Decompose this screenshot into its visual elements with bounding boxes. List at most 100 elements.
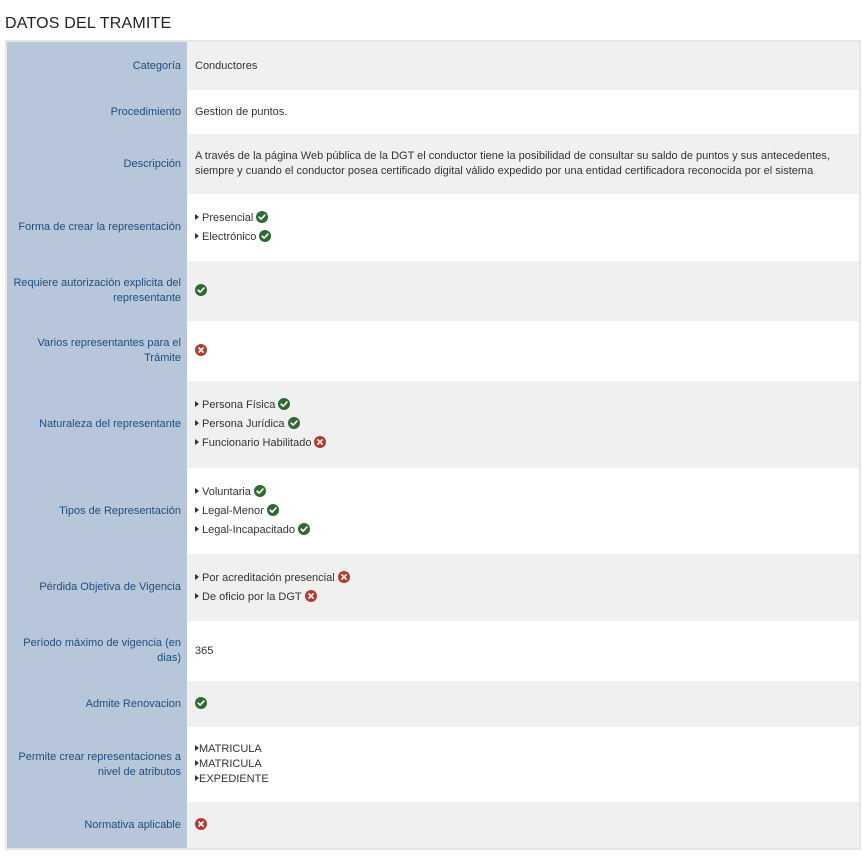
row-label: Requiere autorización explicita del repr…: [7, 261, 187, 321]
row-varios: Varios representantes para el Trámite: [7, 321, 859, 381]
row-categoria: Categoría Conductores: [7, 42, 859, 90]
row-value: A través de la página Web pública de la …: [187, 134, 859, 194]
row-value: Persona Física Persona Jurídica Funciona…: [187, 381, 859, 468]
row-label: Pérdida Objetiva de Vigencia: [7, 554, 187, 621]
row-value: [187, 802, 859, 848]
list-item: Legal-Incapacitado: [195, 521, 851, 540]
option-list: Por acreditación presencial De oficio po…: [195, 569, 851, 607]
row-label: Descripción: [7, 134, 187, 194]
row-renovacion: Admite Renovacion: [7, 681, 859, 727]
row-value: [187, 261, 859, 321]
row-tipos: Tipos de Representación Voluntaria Legal…: [7, 468, 859, 554]
option-label: Voluntaria: [202, 485, 251, 498]
option-label: Electrónico: [202, 230, 257, 243]
row-descripcion: Descripción A través de la página Web pú…: [7, 134, 859, 194]
bullet-arrow-icon: [195, 487, 199, 494]
option-label: Legal-Menor: [202, 504, 264, 517]
row-label: Admite Renovacion: [7, 681, 187, 727]
row-label: Normativa aplicable: [7, 802, 187, 848]
check-icon: [195, 283, 207, 296]
list-item: Voluntaria: [195, 483, 851, 502]
attribute-label: MATRICULA: [199, 758, 262, 770]
details-table-container: Categoría Conductores Procedimiento Gest…: [5, 40, 861, 850]
details-table: Categoría Conductores Procedimiento Gest…: [7, 42, 859, 848]
option-label: Funcionario Habilitado: [202, 437, 312, 449]
row-periodo: Período máximo de vigencia (en dias) 365: [7, 621, 859, 681]
check-icon: [195, 696, 207, 709]
row-value: MATRICULA MATRICULA EXPEDIENTE: [187, 727, 859, 802]
row-forma: Forma de crear la representación Presenc…: [7, 194, 859, 261]
bullet-arrow-icon: [195, 506, 199, 513]
check-icon: [256, 210, 269, 223]
list-item: Persona Jurídica: [195, 415, 851, 434]
option-label: Legal-Incapacitado: [202, 523, 295, 536]
row-label: Tipos de Representación: [7, 468, 187, 554]
cross-icon: [337, 570, 350, 583]
check-icon: [259, 229, 272, 242]
cross-icon: [304, 589, 317, 602]
row-normativa: Normativa aplicable: [7, 802, 859, 848]
option-label: De oficio por la DGT: [202, 590, 302, 603]
list-item: MATRICULA: [195, 757, 851, 772]
bullet-arrow-icon: [195, 232, 199, 239]
option-label: Persona Jurídica: [202, 418, 285, 430]
option-list: Presencial Electrónico: [195, 209, 851, 247]
row-value: [187, 321, 859, 381]
row-label: Varios representantes para el Trámite: [7, 321, 187, 381]
option-label: Persona Física: [202, 399, 276, 411]
row-value: Gestion de puntos.: [187, 90, 859, 134]
option-label: Por acreditación presencial: [202, 571, 335, 584]
attribute-list: MATRICULA MATRICULA EXPEDIENTE: [195, 742, 851, 787]
bullet-arrow-icon: [195, 760, 199, 766]
row-value: Voluntaria Legal-Menor Legal-Incapacitad…: [187, 468, 859, 554]
cross-icon: [195, 343, 207, 356]
bullet-arrow-icon: [195, 401, 199, 407]
bullet-arrow-icon: [195, 525, 199, 532]
list-item: Por acreditación presencial: [195, 569, 851, 588]
option-list: Persona Física Persona Jurídica Funciona…: [195, 396, 851, 453]
bullet-arrow-icon: [195, 439, 199, 445]
cross-icon: [195, 817, 207, 830]
bullet-arrow-icon: [195, 420, 199, 426]
check-icon: [266, 503, 279, 516]
section-title: DATOS DEL TRAMITE: [5, 15, 172, 32]
list-item: EXPEDIENTE: [195, 772, 851, 787]
attribute-label: MATRICULA: [199, 743, 262, 755]
row-naturaleza: Naturaleza del representante Persona Fís…: [7, 381, 859, 468]
row-label: Naturaleza del representante: [7, 381, 187, 468]
row-value: 365: [187, 621, 859, 681]
attribute-label: EXPEDIENTE: [199, 773, 269, 785]
row-perdida: Pérdida Objetiva de Vigencia Por acredit…: [7, 554, 859, 621]
list-item: Legal-Menor: [195, 502, 851, 521]
row-requiere: Requiere autorización explicita del repr…: [7, 261, 859, 321]
bullet-arrow-icon: [195, 573, 199, 580]
row-label: Procedimiento: [7, 90, 187, 134]
bullet-arrow-icon: [195, 745, 199, 751]
list-item: Presencial: [195, 209, 851, 228]
bullet-arrow-icon: [195, 213, 199, 220]
list-item: De oficio por la DGT: [195, 588, 851, 607]
row-value: Conductores: [187, 42, 859, 90]
row-value: [187, 681, 859, 727]
option-label: Presencial: [202, 211, 254, 224]
list-item: Persona Física: [195, 396, 851, 415]
row-procedimiento: Procedimiento Gestion de puntos.: [7, 90, 859, 134]
row-value: Por acreditación presencial De oficio po…: [187, 554, 859, 621]
row-label: Forma de crear la representación: [7, 194, 187, 261]
check-icon: [278, 398, 291, 410]
option-list: Voluntaria Legal-Menor Legal-Incapacitad…: [195, 483, 851, 540]
check-icon: [253, 484, 266, 497]
row-label: Permite crear representaciones a nivel d…: [7, 727, 187, 802]
row-atributos: Permite crear representaciones a nivel d…: [7, 727, 859, 802]
bullet-arrow-icon: [195, 775, 199, 781]
list-item: MATRICULA: [195, 742, 851, 757]
row-value: Presencial Electrónico: [187, 194, 859, 261]
list-item: Funcionario Habilitado: [195, 434, 851, 453]
row-label: Categoría: [7, 42, 187, 90]
check-icon: [297, 522, 310, 535]
list-item: Electrónico: [195, 228, 851, 247]
row-label: Período máximo de vigencia (en dias): [7, 621, 187, 681]
cross-icon: [314, 436, 327, 448]
check-icon: [287, 417, 300, 429]
